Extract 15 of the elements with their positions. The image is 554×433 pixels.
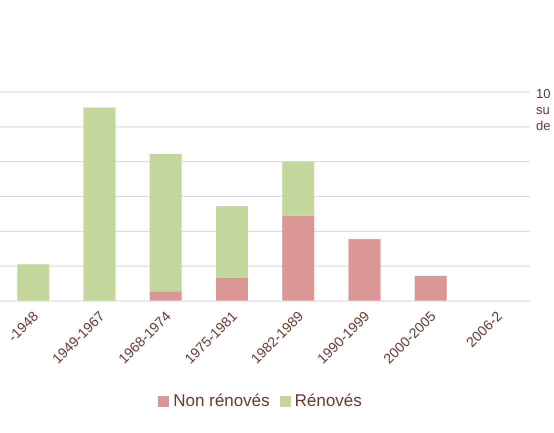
legend-label: Non rénovés	[173, 391, 270, 410]
text: 10	[536, 86, 550, 102]
bar	[216, 206, 248, 278]
text: su	[536, 102, 550, 118]
legend-label: Rénovés	[294, 391, 362, 410]
bar	[414, 276, 447, 301]
bar	[282, 216, 314, 301]
bar	[150, 154, 182, 292]
bar	[348, 239, 380, 301]
bar	[83, 107, 116, 301]
text: de	[536, 118, 550, 134]
bar	[150, 291, 182, 301]
bar	[282, 162, 314, 216]
bar	[17, 264, 50, 301]
bar	[216, 278, 248, 301]
